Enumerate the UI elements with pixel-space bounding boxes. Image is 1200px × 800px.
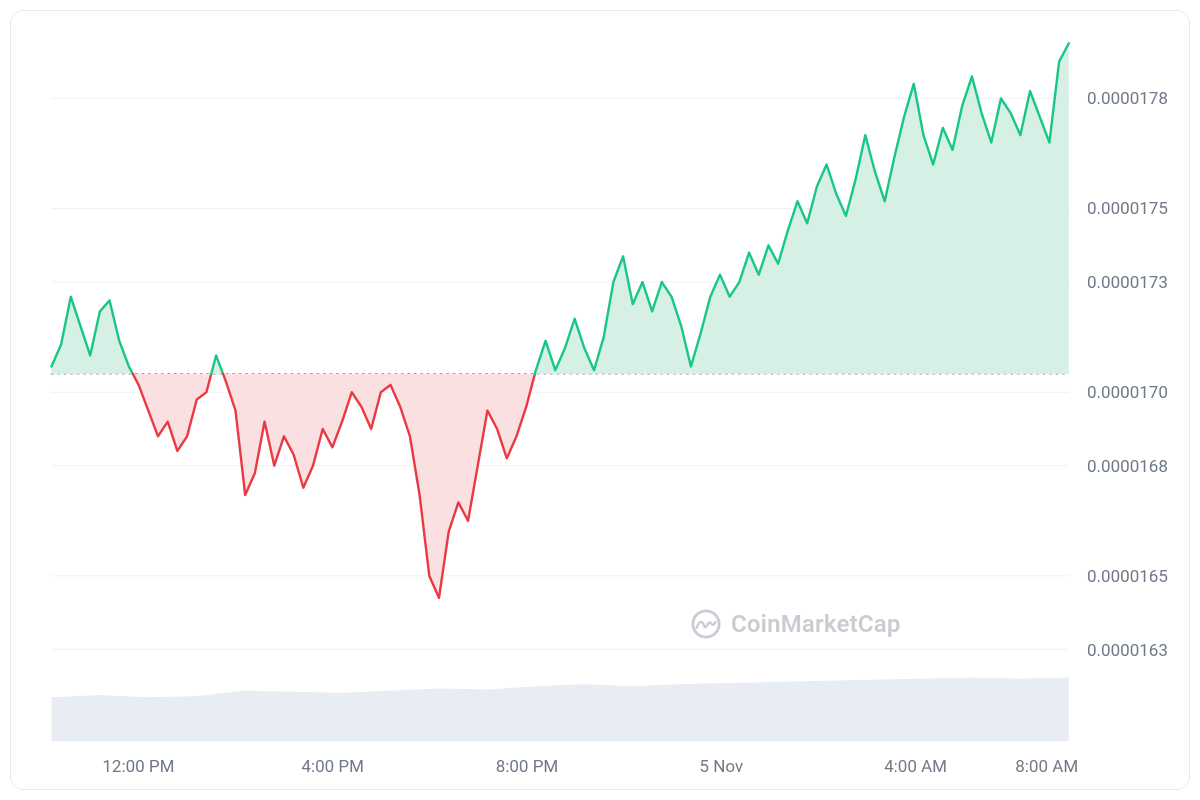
x-axis-label: 8:00 AM xyxy=(1015,757,1078,777)
x-axis-label: 5 Nov xyxy=(699,757,743,777)
x-axis-label: 12:00 PM xyxy=(102,757,174,777)
y-axis-label: 0.0000175 xyxy=(1087,199,1168,219)
chart-frame: CoinMarketCap 0.00001630.00001650.000016… xyxy=(10,10,1190,790)
y-axis-label: 0.0000168 xyxy=(1087,457,1168,477)
y-axis-label: 0.0000163 xyxy=(1087,641,1168,661)
y-axis-label: 0.0000170 xyxy=(1087,383,1168,403)
x-axis-label: 8:00 PM xyxy=(496,757,559,777)
y-axis-label: 0.0000173 xyxy=(1087,273,1168,293)
y-axis-label: 0.0000165 xyxy=(1087,567,1168,587)
y-axis-label: 0.0000178 xyxy=(1087,89,1168,109)
price-chart[interactable] xyxy=(11,11,1189,789)
x-axis-label: 4:00 AM xyxy=(884,757,947,777)
x-axis-label: 4:00 PM xyxy=(301,757,364,777)
